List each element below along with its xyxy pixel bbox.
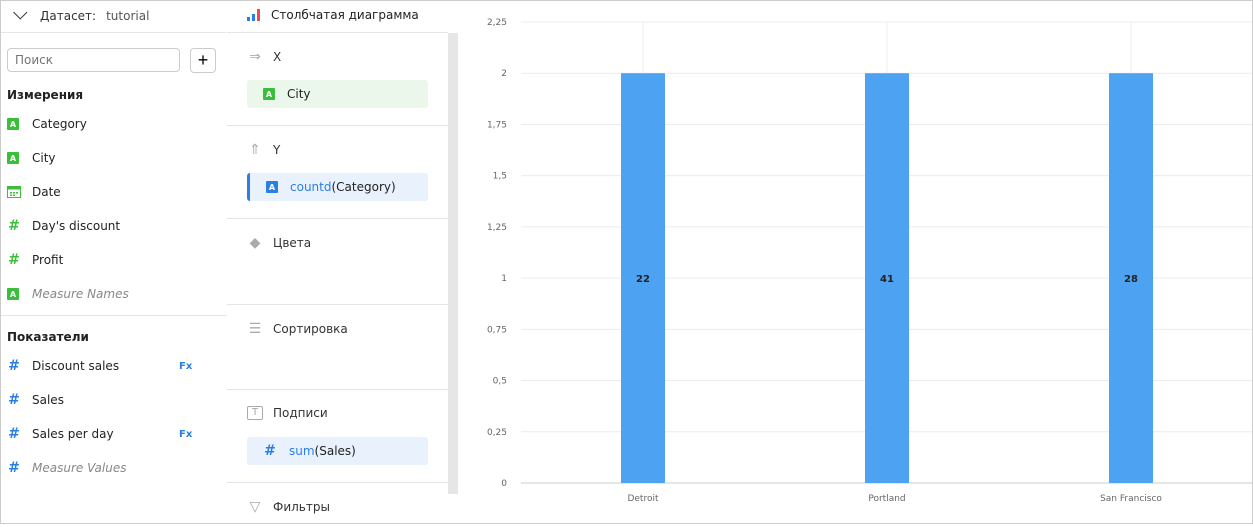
- section-labels-label: Подписи: [273, 406, 328, 420]
- string-type-icon: A: [266, 181, 278, 193]
- bar: [621, 73, 665, 483]
- field-label: Date: [32, 185, 61, 199]
- data-label: 28: [1124, 274, 1138, 285]
- field-label: Day's discount: [32, 219, 121, 233]
- number-type-icon: #: [8, 392, 20, 408]
- string-type-icon: A: [7, 118, 19, 130]
- chart-type-label: Столбчатая диаграмма: [271, 8, 419, 22]
- number-type-icon: #: [8, 358, 20, 374]
- section-filters-label: Фильтры: [273, 500, 330, 514]
- section-sort-label: Сортировка: [273, 322, 348, 336]
- string-type-icon: A: [263, 88, 275, 100]
- field-label: Discount sales: [32, 359, 120, 373]
- section-y-label: Y: [273, 143, 281, 157]
- calendar-icon: [7, 186, 21, 198]
- y-tick-label: 2: [501, 69, 507, 79]
- dimension-item[interactable]: Date: [7, 182, 217, 202]
- dimension-item[interactable]: # Day's discount: [7, 216, 217, 236]
- number-type-icon: #: [8, 460, 20, 476]
- y-tick-label: 0,5: [493, 377, 507, 387]
- measure-item[interactable]: # Measure Values: [7, 458, 217, 478]
- section-sort: ☰ Сортировка: [227, 304, 448, 389]
- add-field-button[interactable]: +: [190, 48, 216, 73]
- divider: [0, 315, 227, 316]
- field-label: Measure Names: [32, 287, 129, 301]
- dimension-item[interactable]: A Measure Names: [7, 284, 217, 304]
- y-tick-label: 2,25: [487, 18, 507, 28]
- bar-chart-icon: [247, 9, 260, 21]
- measure-item[interactable]: # Discount sales Fx: [7, 356, 217, 376]
- y-tick-label: 1: [501, 274, 507, 284]
- measure-item[interactable]: # Sales: [7, 390, 217, 410]
- y-field-argument: (Category): [331, 180, 396, 194]
- dimension-item[interactable]: A City: [7, 148, 217, 168]
- string-type-icon: A: [7, 288, 19, 300]
- x-field-label: City: [287, 87, 311, 101]
- number-type-icon: #: [8, 426, 20, 442]
- search-input[interactable]: [7, 48, 180, 72]
- section-labels: T Подписи # sum(Sales): [227, 389, 448, 482]
- chevron-down-icon[interactable]: [13, 5, 28, 20]
- field-label: Sales per day: [32, 427, 114, 441]
- y-tick-label: 0,25: [487, 428, 507, 438]
- dataset-name[interactable]: tutorial: [106, 9, 150, 23]
- text-icon: T: [247, 406, 263, 420]
- formula-icon: Fx: [179, 428, 193, 440]
- panel-scrollbar[interactable]: [448, 33, 458, 494]
- sort-icon: ☰: [248, 321, 262, 337]
- dataset-panel: Датасет: tutorial + Измерения ACategoryA…: [0, 0, 227, 524]
- bar: [1109, 73, 1153, 483]
- filter-icon: ▽: [249, 499, 261, 515]
- section-filters: ▽ Фильтры: [227, 482, 448, 524]
- chart-area: 0 0,25 0,5 0,75 1 1,25 1,5 1,75 2 2,25 22 Detroit 41…: [458, 0, 1253, 524]
- section-colors: ◆ Цвета: [227, 218, 448, 304]
- measure-item[interactable]: # Sales per day Fx: [7, 424, 217, 444]
- formula-icon: Fx: [179, 360, 193, 372]
- dimension-item[interactable]: # Profit: [7, 250, 217, 270]
- section-x-label: X: [273, 50, 282, 64]
- section-x: ⇒ X A City: [227, 32, 448, 125]
- field-label: City: [32, 151, 56, 165]
- labels-field-argument: (Sales): [314, 444, 356, 458]
- paint-bucket-icon: ◆: [249, 235, 261, 251]
- x-field-pill[interactable]: A City: [247, 80, 428, 108]
- field-label: Profit: [32, 253, 64, 267]
- field-label: Sales: [32, 393, 64, 407]
- number-type-icon: #: [264, 443, 276, 459]
- section-colors-label: Цвета: [273, 236, 312, 250]
- field-label: Category: [32, 117, 87, 131]
- bar-chart: 0 0,25 0,5 0,75 1 1,25 1,5 1,75 2 2,25 22 Detroit 41…: [487, 18, 1253, 504]
- y-field-function: countd: [290, 180, 332, 194]
- data-label: 22: [636, 274, 650, 285]
- number-type-icon: #: [8, 252, 20, 268]
- y-tick-label: 1,25: [487, 223, 507, 233]
- x-tick-label: Portland: [868, 494, 905, 504]
- field-label: Measure Values: [32, 461, 127, 475]
- string-type-icon: A: [7, 152, 19, 164]
- arrow-right-icon: ⇒: [249, 49, 261, 65]
- data-label: 41: [880, 274, 894, 285]
- y-tick-label: 1,75: [487, 120, 507, 130]
- y-tick-label: 0: [501, 479, 507, 489]
- dataset-selector[interactable]: Датасет: tutorial: [0, 0, 226, 33]
- dimensions-heading: Измерения: [7, 88, 84, 102]
- bar: [865, 73, 909, 483]
- dataset-label: Датасет:: [40, 9, 97, 23]
- y-tick-label: 0,75: [487, 325, 507, 335]
- dimension-item[interactable]: A Category: [7, 114, 217, 134]
- measures-heading: Показатели: [7, 330, 89, 344]
- x-tick-label: Detroit: [627, 494, 659, 504]
- arrow-up-icon: ⇑: [249, 142, 261, 158]
- labels-field-pill[interactable]: # sum(Sales): [247, 437, 428, 465]
- y-tick-label: 1,5: [493, 172, 507, 182]
- chart-type-selector[interactable]: Столбчатая диаграмма: [247, 0, 419, 30]
- x-tick-label: San Francisco: [1100, 494, 1162, 504]
- labels-field-function: sum: [289, 444, 315, 458]
- number-type-icon: #: [8, 218, 20, 234]
